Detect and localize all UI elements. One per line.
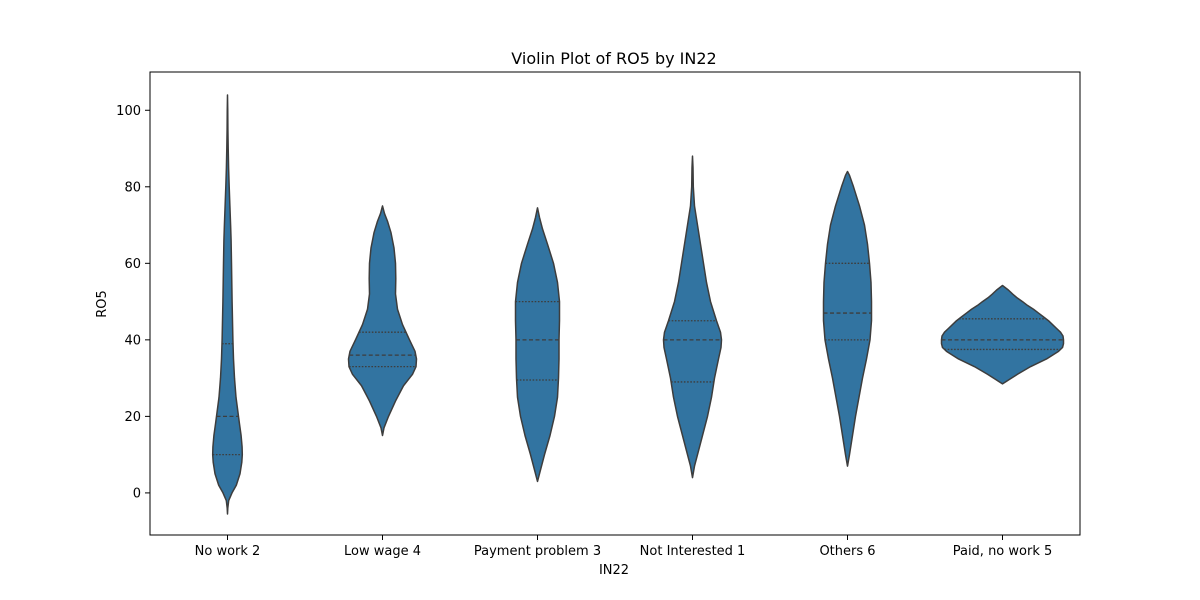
x-tick-label: Low wage 4 [344, 544, 421, 559]
x-tick-label: Payment problem 3 [474, 544, 601, 559]
y-tick-label: 0 [133, 486, 141, 501]
y-tick-label: 40 [124, 333, 141, 348]
y-tick-label: 80 [124, 180, 141, 195]
y-tick-label: 20 [124, 410, 141, 425]
x-tick-label: Others 6 [819, 544, 875, 559]
violin-4 [822, 170, 873, 467]
violin-3 [662, 155, 723, 479]
x-tick-label: No work 2 [195, 544, 261, 559]
violin-1 [347, 205, 418, 437]
x-tick-label: Not Interested 1 [640, 544, 746, 559]
violin-5 [940, 284, 1065, 385]
x-axis-label: IN22 [599, 563, 629, 578]
y-axis-label: RO5 [95, 290, 110, 318]
y-tick-label: 100 [116, 104, 141, 119]
violin-2 [514, 207, 561, 483]
y-tick-label: 60 [124, 257, 141, 272]
plot-frame [149, 71, 1081, 536]
violins-group [211, 94, 1065, 515]
y-axis: 0 20 40 60 80 100 [116, 104, 150, 501]
chart-title: Violin Plot of RO5 by IN22 [511, 49, 716, 68]
violin-0 [211, 94, 244, 515]
x-axis: No work 2 Low wage 4 Payment problem 3 Not … [195, 535, 1053, 559]
x-tick-label: Paid, no work 5 [953, 544, 1053, 559]
